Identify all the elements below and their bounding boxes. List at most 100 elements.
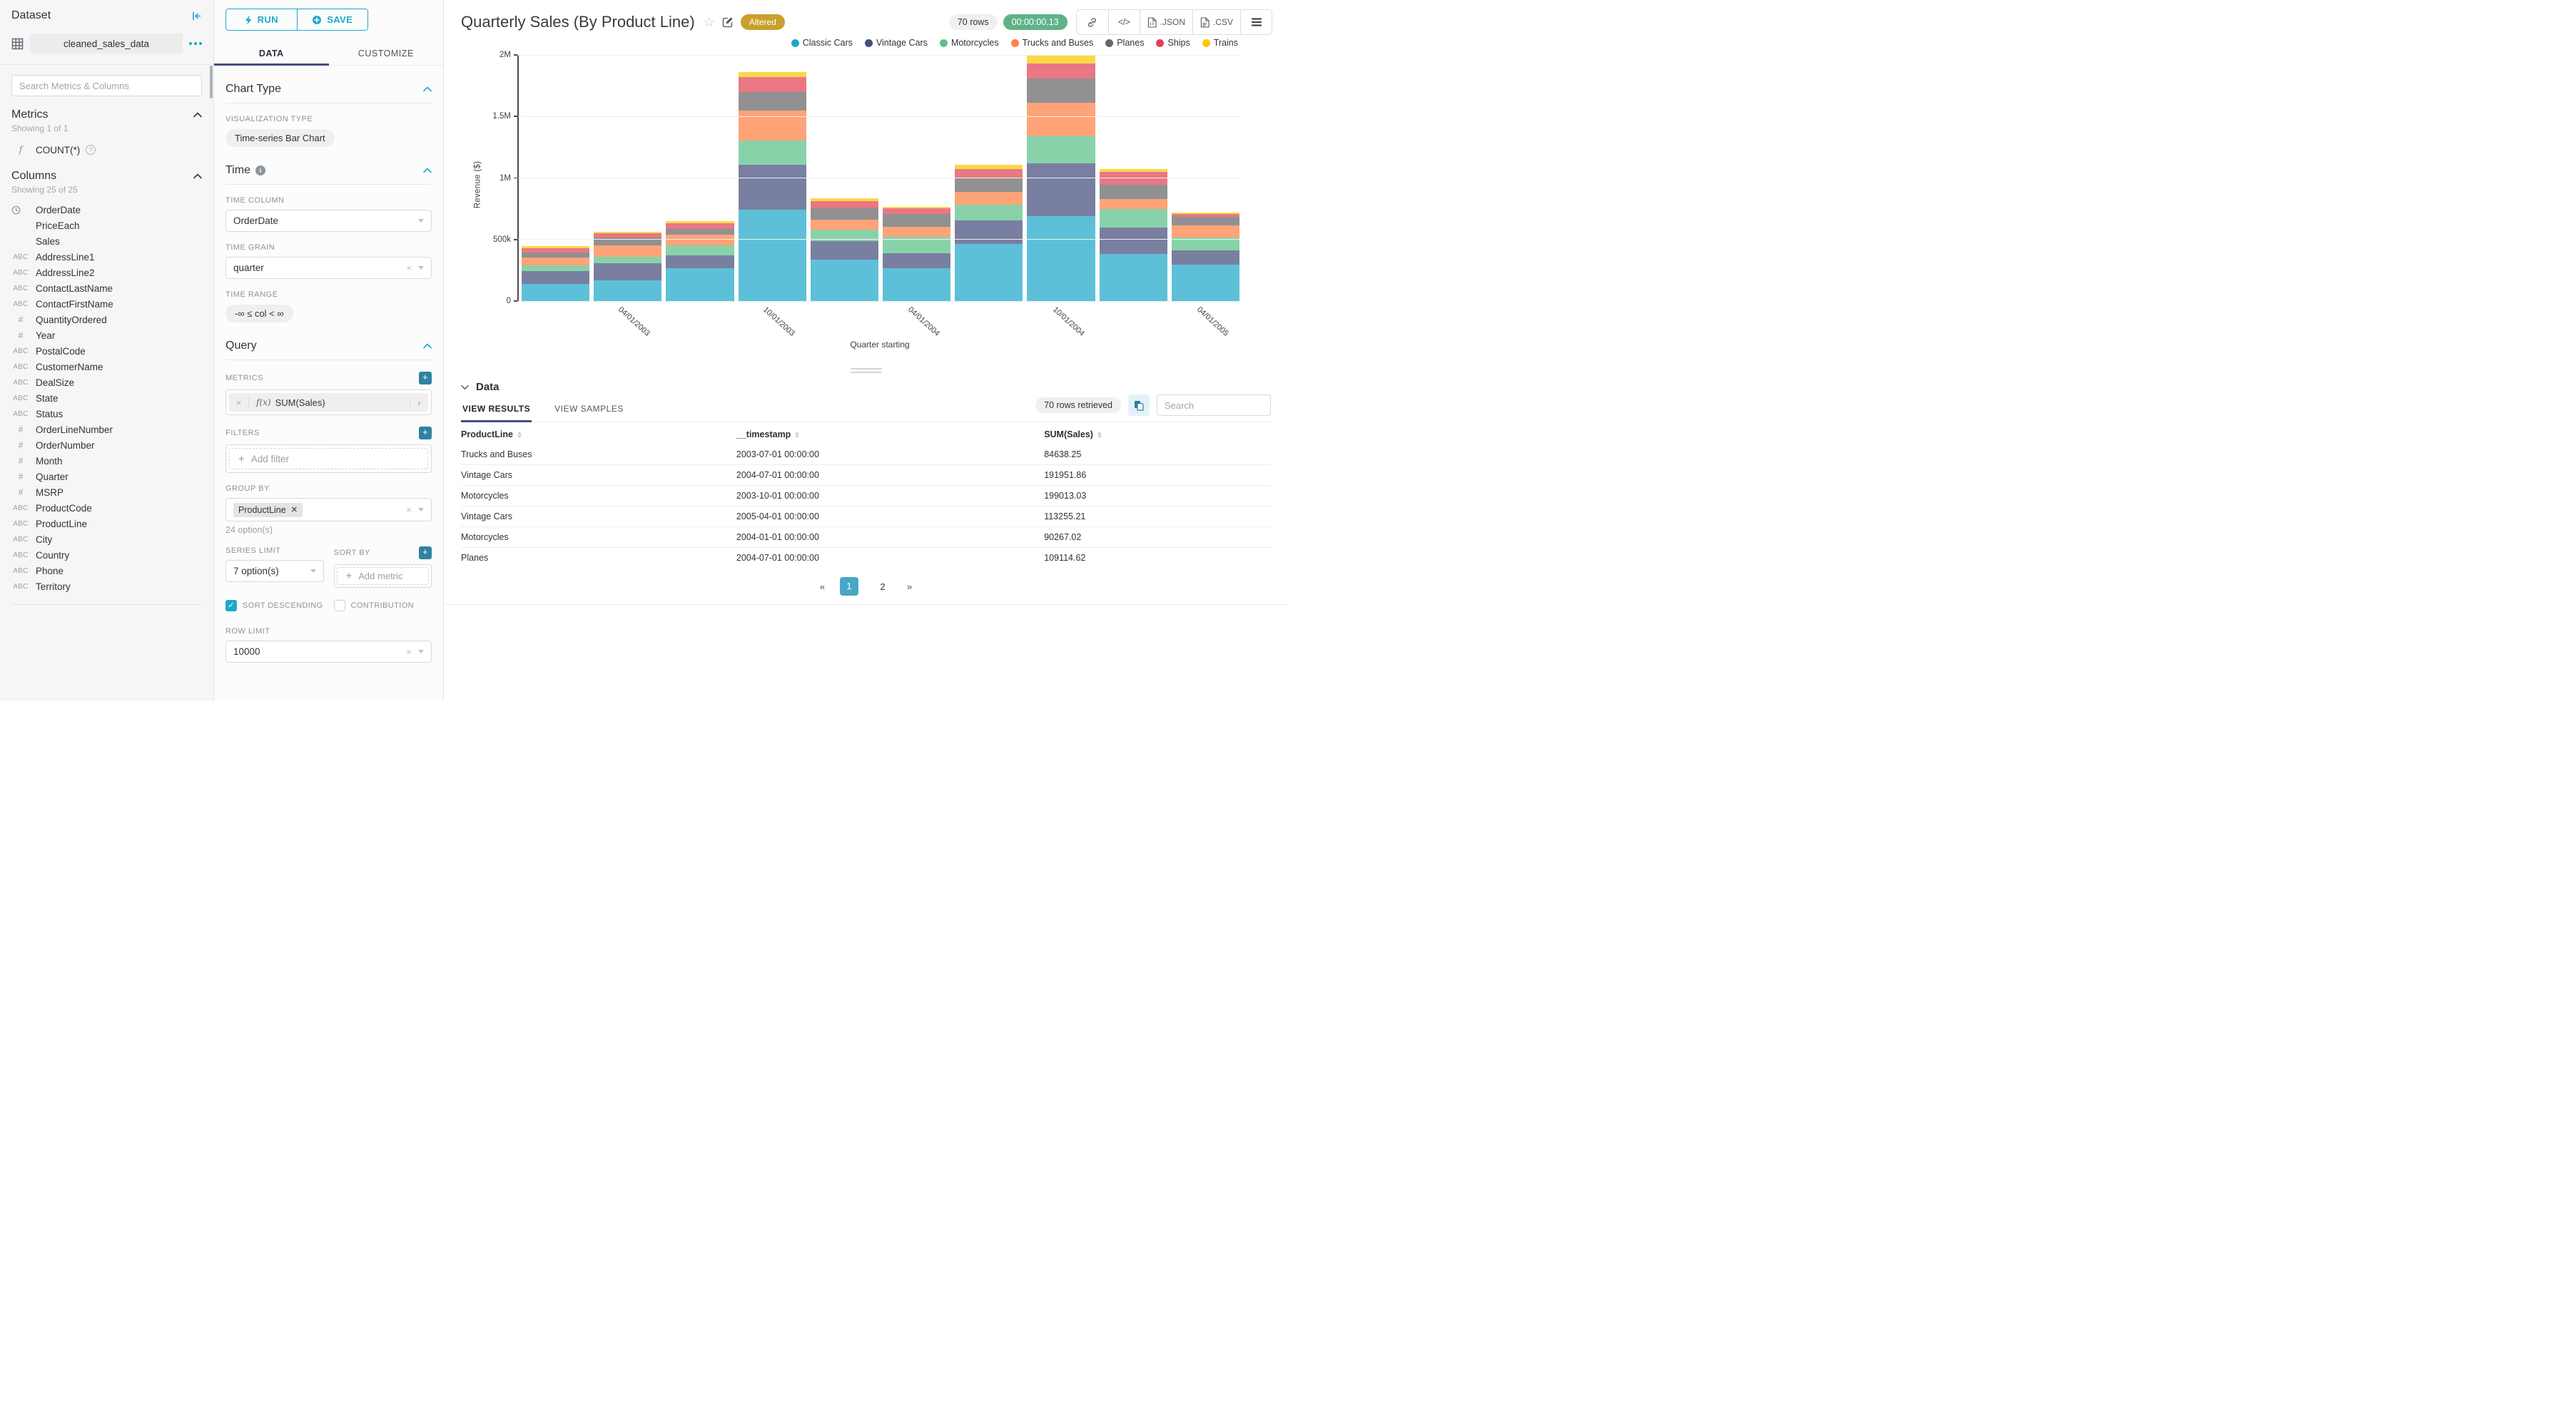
add-sort-metric-dropzone[interactable]: + Add metric	[336, 567, 429, 585]
column-item-postalcode[interactable]: ABC PostalCode	[11, 343, 202, 359]
x-tick-label: 04/01/2003	[617, 305, 652, 338]
column-item-orderdate[interactable]: OrderDate	[11, 202, 202, 218]
column-item-addressline1[interactable]: ABC AddressLine1	[11, 249, 202, 265]
time-collapse-icon[interactable]	[423, 168, 432, 173]
column-item-quarter[interactable]: # Quarter	[11, 469, 202, 484]
tab-customize[interactable]: CUSTOMIZE	[358, 49, 414, 58]
columns-collapse-icon[interactable]	[193, 173, 202, 179]
stacked-bar	[955, 164, 1023, 301]
column-item-productcode[interactable]: ABC ProductCode	[11, 500, 202, 516]
legend-item-classic-cars[interactable]: Classic Cars	[791, 38, 853, 48]
edit-title-icon[interactable]	[722, 16, 734, 28]
dataset-options-kebab-icon[interactable]	[189, 39, 202, 48]
sidebar-scrollbar[interactable]	[210, 66, 213, 98]
column-item-territory[interactable]: ABC Territory	[11, 579, 202, 594]
legend-item-motorcycles[interactable]: Motorcycles	[939, 38, 999, 48]
export-csv-button[interactable]: .CSV	[1192, 10, 1240, 34]
time-column-select[interactable]: OrderDate	[225, 210, 432, 232]
add-filter-button[interactable]: +	[419, 427, 432, 439]
remove-metric-icon[interactable]: ×	[229, 397, 249, 408]
query-collapse-icon[interactable]	[423, 343, 432, 349]
sort-descending-checkbox[interactable]: ✓ SORT DESCENDING	[225, 599, 324, 613]
pagination-prev[interactable]: «	[819, 581, 825, 592]
metric-list-item[interactable]: f COUNT(*) ?	[11, 142, 202, 158]
series-limit-select[interactable]: 7 option(s)	[225, 560, 324, 582]
column-header-timestamp[interactable]: __timestamp	[736, 429, 1044, 439]
pagination-page-2[interactable]: 2	[880, 581, 886, 592]
legend-item-ships[interactable]: Ships	[1156, 38, 1190, 48]
metric-help-icon[interactable]: ?	[86, 145, 96, 155]
chart-type-collapse-icon[interactable]	[423, 86, 432, 92]
remove-tag-icon[interactable]: ✕	[290, 506, 298, 514]
column-item-addressline2[interactable]: ABC AddressLine2	[11, 265, 202, 280]
copy-data-button[interactable]	[1128, 394, 1150, 416]
collapse-panel-icon[interactable]	[191, 11, 202, 21]
tab-view-samples[interactable]: VIEW SAMPLES	[554, 404, 624, 414]
results-search-input[interactable]	[1157, 394, 1271, 416]
table-cell: 2005-04-01 00:00:00	[736, 511, 819, 521]
column-item-country[interactable]: ABC Country	[11, 547, 202, 563]
column-item-dealsize[interactable]: ABC DealSize	[11, 375, 202, 390]
data-section-collapse-icon[interactable]	[461, 384, 469, 390]
legend-item-vintage-cars[interactable]: Vintage Cars	[864, 38, 928, 48]
tab-view-results[interactable]: VIEW RESULTS	[461, 394, 532, 422]
group-by-select[interactable]: ProductLine ✕ ×	[225, 498, 432, 521]
column-item-msrp[interactable]: # MSRP	[11, 484, 202, 500]
legend-item-trains[interactable]: Trains	[1202, 38, 1238, 48]
column-item-city[interactable]: ABC City	[11, 531, 202, 547]
bar-slot-04-01-2003	[592, 55, 664, 301]
copy-link-button[interactable]	[1076, 10, 1108, 34]
metrics-collapse-icon[interactable]	[193, 112, 202, 118]
column-label: Quarter	[36, 471, 69, 482]
pagination-page-1[interactable]: 1	[840, 577, 858, 596]
contribution-checkbox[interactable]: CONTRIBUTION	[333, 599, 432, 613]
run-button[interactable]: RUN	[226, 9, 297, 30]
tab-data[interactable]: DATA	[214, 41, 329, 66]
column-item-sales[interactable]: Sales	[11, 233, 202, 249]
column-item-ordernumber[interactable]: # OrderNumber	[11, 437, 202, 453]
visualization-type-value[interactable]: Time-series Bar Chart	[225, 129, 335, 147]
clear-icon[interactable]: ×	[406, 646, 412, 657]
row-limit-select[interactable]: 10000 ×	[225, 640, 432, 663]
column-item-contactfirstname[interactable]: ABC ContactFirstName	[11, 296, 202, 312]
column-item-state[interactable]: ABC State	[11, 390, 202, 406]
export-json-button[interactable]: .JSON	[1139, 10, 1192, 34]
dataset-name[interactable]: cleaned_sales_data	[30, 34, 183, 54]
time-range-value[interactable]: -∞ ≤ col < ∞	[225, 305, 293, 322]
column-label: Sales	[36, 235, 60, 247]
metric-pill[interactable]: × f(x) SUM(Sales) ›	[229, 393, 428, 412]
column-label: ContactFirstName	[36, 298, 113, 310]
add-filter-dropzone[interactable]: + Add filter	[229, 448, 428, 469]
column-item-productline[interactable]: ABC ProductLine	[11, 516, 202, 531]
data-panel-resize-handle[interactable]	[850, 366, 882, 375]
search-metrics-columns-input[interactable]	[11, 75, 202, 96]
legend-item-trucks-and-buses[interactable]: Trucks and Buses	[1010, 38, 1093, 48]
column-header-sum-sales[interactable]: SUM(Sales)	[1044, 429, 1271, 439]
legend-item-planes[interactable]: Planes	[1105, 38, 1144, 48]
add-sort-metric-button[interactable]: +	[419, 546, 432, 559]
chevron-right-icon[interactable]: ›	[410, 397, 428, 408]
column-item-status[interactable]: ABC Status	[11, 406, 202, 422]
embed-code-button[interactable]: </>	[1107, 10, 1140, 34]
column-item-phone[interactable]: ABC Phone	[11, 563, 202, 579]
column-item-priceeach[interactable]: PriceEach	[11, 218, 202, 233]
chart-menu-button[interactable]	[1240, 10, 1272, 34]
clear-icon[interactable]: ×	[406, 504, 412, 515]
y-tick-label: 2M	[500, 51, 511, 59]
group-by-tag[interactable]: ProductLine ✕	[233, 502, 303, 517]
bar-segment-ships	[594, 233, 662, 238]
column-item-year[interactable]: # Year	[11, 327, 202, 343]
save-button[interactable]: SAVE	[296, 9, 367, 30]
time-grain-select[interactable]: quarter ×	[225, 257, 432, 279]
clear-icon[interactable]: ×	[406, 263, 412, 273]
column-item-customername[interactable]: ABC CustomerName	[11, 359, 202, 375]
column-item-month[interactable]: # Month	[11, 453, 202, 469]
column-item-orderlinenumber[interactable]: # OrderLineNumber	[11, 422, 202, 437]
pagination-next[interactable]: »	[907, 581, 913, 592]
bar-segment-planes	[1099, 184, 1167, 199]
favorite-star-icon[interactable]: ☆	[703, 15, 715, 29]
add-metric-button[interactable]: +	[419, 372, 432, 384]
column-item-quantityordered[interactable]: # QuantityOrdered	[11, 312, 202, 327]
column-header-productline[interactable]: ProductLine	[461, 429, 736, 439]
column-item-contactlastname[interactable]: ABC ContactLastName	[11, 280, 202, 296]
